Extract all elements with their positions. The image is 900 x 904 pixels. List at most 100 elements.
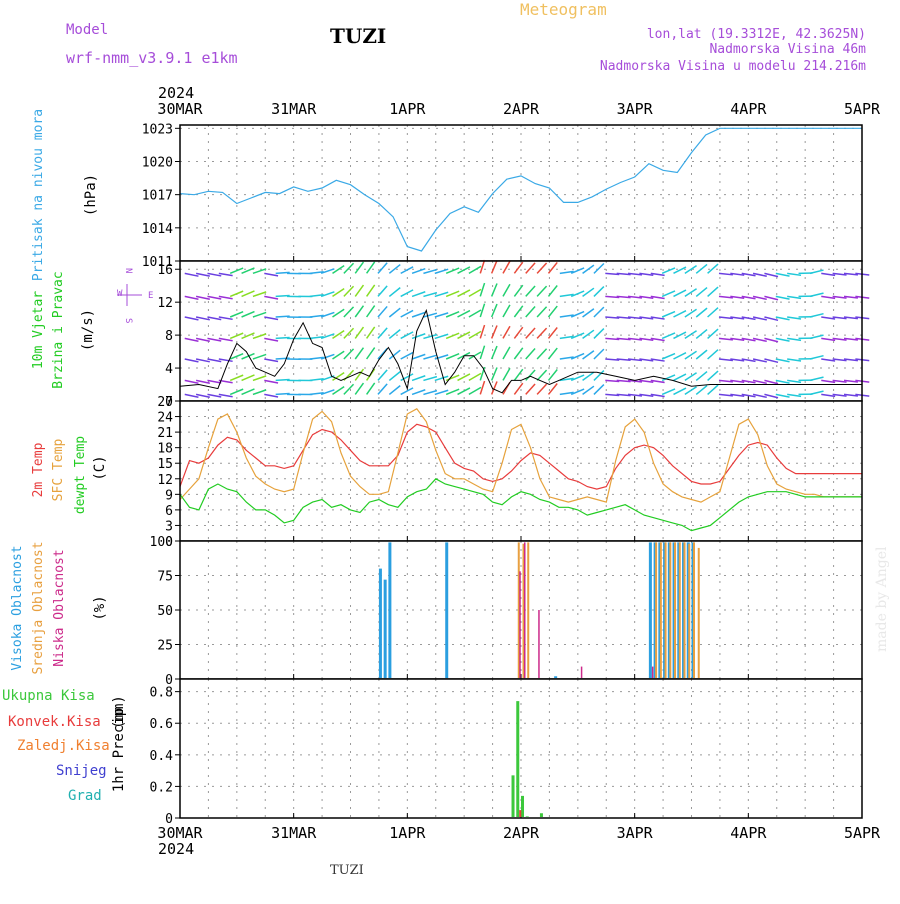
precip-legend: Ukupna Kisa Konvek.Kisa Zaledj.Kisa Snij… [2, 688, 110, 804]
legend-frz-rain: Zaledj.Kisa [17, 738, 110, 754]
precip-bar [526, 816, 529, 817]
model-label: Model [66, 22, 108, 38]
clouds-ytick-label: 100 [150, 535, 173, 550]
precip-bar [521, 796, 524, 817]
clouds-bar [519, 571, 521, 678]
precip-ytick-label: 0.8 [150, 686, 173, 701]
precip-bar [540, 813, 543, 817]
bottom-date-label: 2APR [503, 824, 540, 842]
clouds-panel-bg [180, 541, 862, 679]
top-date-label: 3APR [617, 100, 654, 118]
model-elevation-label: Nadmorska Visina u modelu 214.216m [600, 59, 866, 74]
clouds-bar [688, 544, 690, 678]
clouds-bar [674, 542, 676, 678]
panels: 1023102010171014101116128402724211815129… [142, 122, 870, 827]
model-name: wrf-nmm_v3.9.1 e1km [66, 49, 238, 67]
temp2m-label: 2m Temp [31, 442, 46, 497]
precip-ytick-label: 0.6 [150, 717, 173, 732]
temp-unit: (C) [92, 455, 108, 480]
temperature-ytick-label: 9 [165, 488, 173, 503]
temperature-ytick-label: 21 [157, 426, 173, 441]
precip-unit: (mm) [111, 695, 127, 729]
temperature-ytick-label: 6 [165, 504, 173, 519]
clouds-bar [652, 667, 654, 678]
clouds-ytick-label: 25 [157, 639, 173, 654]
lonlat-label: lon,lat (19.3312E, 42.3625N) [647, 27, 866, 42]
pressure-ytick-label: 1020 [142, 155, 173, 170]
compass-n: N [123, 268, 133, 273]
clouds-bar [388, 542, 391, 678]
clouds-bar [445, 542, 448, 678]
clouds-bar [554, 676, 557, 678]
compass-e: E [148, 291, 153, 301]
pressure-ytick-label: 1017 [142, 189, 173, 204]
wind-label: 10m Vjetar [31, 291, 46, 369]
precip-bar [519, 810, 521, 817]
bottom-year-label: 2024 [158, 840, 194, 858]
watermark: made by Angel [874, 546, 890, 652]
clouds-bar [527, 542, 529, 678]
temperature-ytick-label: 18 [157, 442, 173, 457]
low-cloud-label: Niska Oblacnost [52, 549, 67, 666]
top-date-label: 31MAR [271, 100, 317, 118]
compass-w: W [117, 289, 123, 299]
temperature-ytick-label: 24 [157, 411, 173, 426]
legend-conv-rain: Konvek.Kisa [8, 714, 101, 730]
dewpt-label: dewpt Temp [73, 436, 88, 514]
legend-snow: Snijeg [56, 763, 107, 779]
pressure-unit: (hPa) [83, 174, 99, 216]
wind-ytick-label: 16 [157, 263, 173, 278]
pressure-label: Pritisak na nivou mora [31, 109, 46, 281]
wind-unit: (m/s) [80, 309, 96, 351]
wind-compass: W N S E [117, 268, 153, 323]
high-cloud-label: Visoka Oblacnost [10, 545, 25, 670]
precip-bar [512, 775, 515, 817]
temperature-panel-bg [180, 401, 862, 541]
clouds-bar [679, 542, 681, 678]
clouds-bar [384, 580, 387, 678]
precip-bar [516, 701, 519, 817]
temperature-ytick-label: 27 [157, 395, 173, 410]
pressure-panel-bg [180, 125, 862, 261]
clouds-bar [538, 610, 540, 678]
legend-graupel: Grad [68, 788, 102, 804]
clouds-bar [649, 542, 652, 678]
clouds-bar [665, 542, 667, 678]
bottom-date-label: 1APR [389, 824, 426, 842]
wind-ytick-label: 12 [157, 296, 173, 311]
clouds-ytick-label: 50 [157, 604, 173, 619]
clouds-bar [684, 542, 686, 678]
temperature-ytick-label: 12 [157, 473, 173, 488]
precip-ytick-label: 0.2 [150, 780, 173, 795]
top-date-label: 2APR [503, 100, 540, 118]
clouds-bar [698, 548, 700, 678]
sfc-temp-label: SFC Temp [51, 439, 66, 502]
clouds-bar [655, 542, 657, 678]
bottom-date-label: 31MAR [271, 824, 317, 842]
top-date-label: 5APR [844, 100, 881, 118]
station-title: TUZI [330, 24, 386, 48]
precip-ytick-label: 0.4 [150, 749, 174, 764]
clouds-bar [660, 542, 662, 678]
cloud-unit: (%) [92, 595, 108, 620]
mid-cloud-label: Srednja Oblacnost [31, 541, 46, 674]
legend-total-rain: Ukupna Kisa [2, 688, 95, 704]
clouds-bar [581, 667, 583, 678]
temperature-ytick-label: 3 [165, 519, 173, 534]
wind-label-2: Brzina i Pravac [51, 271, 66, 388]
bottom-date-label: 3APR [617, 824, 654, 842]
bottom-date-label: 4APR [730, 824, 767, 842]
footer-station: TUZI [330, 863, 364, 878]
compass-s: S [123, 318, 133, 323]
top-date-label: 1APR [389, 100, 426, 118]
clouds-bar [693, 542, 695, 678]
wind-ytick-label: 8 [165, 329, 173, 344]
elevation-label: Nadmorska Visina 46m [709, 42, 866, 57]
clouds-bar [524, 542, 526, 678]
temperature-ytick-label: 15 [157, 457, 173, 472]
clouds-bar [379, 569, 382, 678]
pressure-ytick-label: 1014 [142, 222, 173, 237]
clouds-bar [669, 542, 671, 678]
